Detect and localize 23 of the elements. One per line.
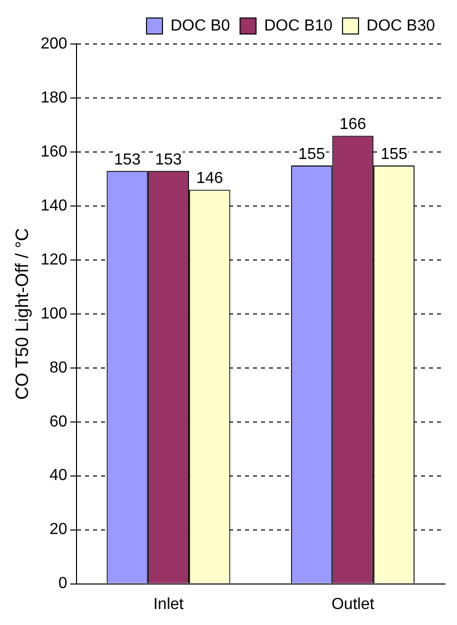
y-tick-label: 140 [40,197,68,214]
y-tick-label: 160 [40,143,68,160]
x-tick-label: Outlet [331,596,375,613]
y-tick-label: 100 [40,305,68,322]
data-label: 153 [114,151,141,168]
y-tick-label: 20 [50,521,68,538]
y-tick-label: 200 [40,35,68,52]
legend-label: DOC B0 [170,17,230,34]
y-tick-label: 0 [58,575,68,592]
data-label: 155 [298,146,326,163]
y-tick-label: 180 [40,89,68,106]
data-label: 153 [155,151,182,168]
y-tick-label: 60 [50,413,68,430]
data-label: 146 [196,170,224,188]
y-tick-label: 80 [50,359,68,376]
y-tick-label: 120 [40,251,68,268]
legend-label: DOC B10 [264,17,333,34]
data-label: 166 [339,116,366,134]
legend-label: DOC B30 [366,17,436,34]
y-axis-title: CO T50 Light-Off / °C [12,228,32,400]
data-label: 155 [380,146,408,163]
x-tick-label: Inlet [153,596,184,613]
y-tick-label: 40 [50,467,68,484]
